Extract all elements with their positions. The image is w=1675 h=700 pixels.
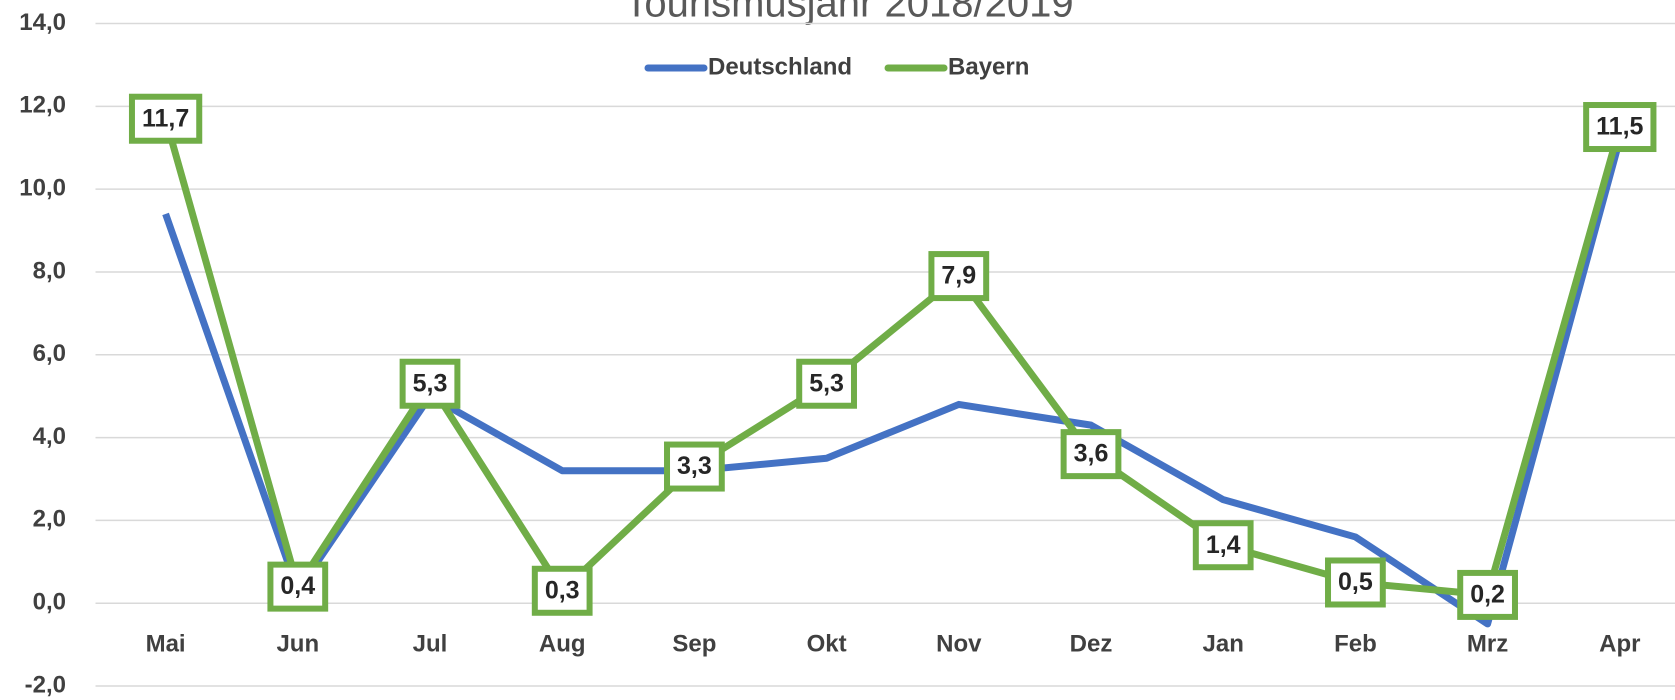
data-label-box: [664, 441, 725, 492]
data-label-box: [1583, 102, 1657, 153]
x-tick-label: Jul: [413, 630, 448, 657]
y-tick-label: 6,0: [33, 340, 66, 367]
data-label-box: [399, 358, 461, 409]
data-label-box: [267, 561, 329, 612]
data-label-box: [796, 358, 857, 409]
x-tick-label: Aug: [539, 630, 586, 657]
data-label: 3,6: [1074, 440, 1109, 468]
y-tick-label: -2,0: [25, 671, 66, 698]
data-label: 0,4: [280, 572, 315, 600]
data-label-box: [928, 251, 990, 302]
data-label: 1,4: [1206, 531, 1241, 559]
x-tick-label: Mrz: [1467, 630, 1508, 657]
data-label: 11,7: [142, 104, 189, 132]
y-tick-label: 10,0: [19, 174, 66, 201]
data-label-box: [1192, 520, 1254, 571]
data-label: 5,3: [413, 369, 448, 397]
y-tick-label: 12,0: [19, 92, 66, 119]
data-label-box: [128, 93, 203, 144]
series-line: [162, 138, 1624, 628]
x-tick-label: Nov: [936, 630, 982, 657]
y-tick-label: 0,0: [33, 589, 66, 616]
data-label: 0,2: [1470, 581, 1505, 609]
x-tick-label: Jan: [1203, 630, 1244, 657]
legend-label: Deutschland: [708, 53, 852, 80]
data-label: 7,9: [941, 262, 976, 290]
x-tick-label: Mai: [146, 630, 186, 657]
data-label-box: [1060, 429, 1122, 480]
y-tick-label: 2,0: [33, 506, 66, 533]
data-label-box: [1457, 569, 1518, 620]
series-line: [162, 117, 1624, 599]
chart-title: Tourismusjahr 2018/2019: [624, 0, 1073, 26]
y-tick-label: 4,0: [33, 423, 66, 450]
x-tick-label: Dez: [1070, 630, 1113, 657]
x-tick-label: Sep: [672, 630, 716, 657]
data-label: 11,5: [1596, 113, 1643, 141]
data-label-box: [531, 565, 593, 616]
data-label-box: [1325, 557, 1386, 608]
data-label: 0,3: [545, 576, 580, 604]
y-tick-label: 14,0: [19, 9, 66, 36]
x-tick-label: Okt: [807, 630, 847, 657]
y-tick-label: 8,0: [33, 257, 66, 284]
data-label: 0,5: [1338, 568, 1373, 596]
x-tick-label: Apr: [1599, 630, 1640, 657]
data-label: 3,3: [677, 452, 712, 480]
x-tick-label: Feb: [1334, 630, 1377, 657]
data-label: 5,3: [809, 369, 844, 397]
legend-label: Bayern: [948, 53, 1029, 80]
x-tick-label: Jun: [276, 630, 319, 657]
